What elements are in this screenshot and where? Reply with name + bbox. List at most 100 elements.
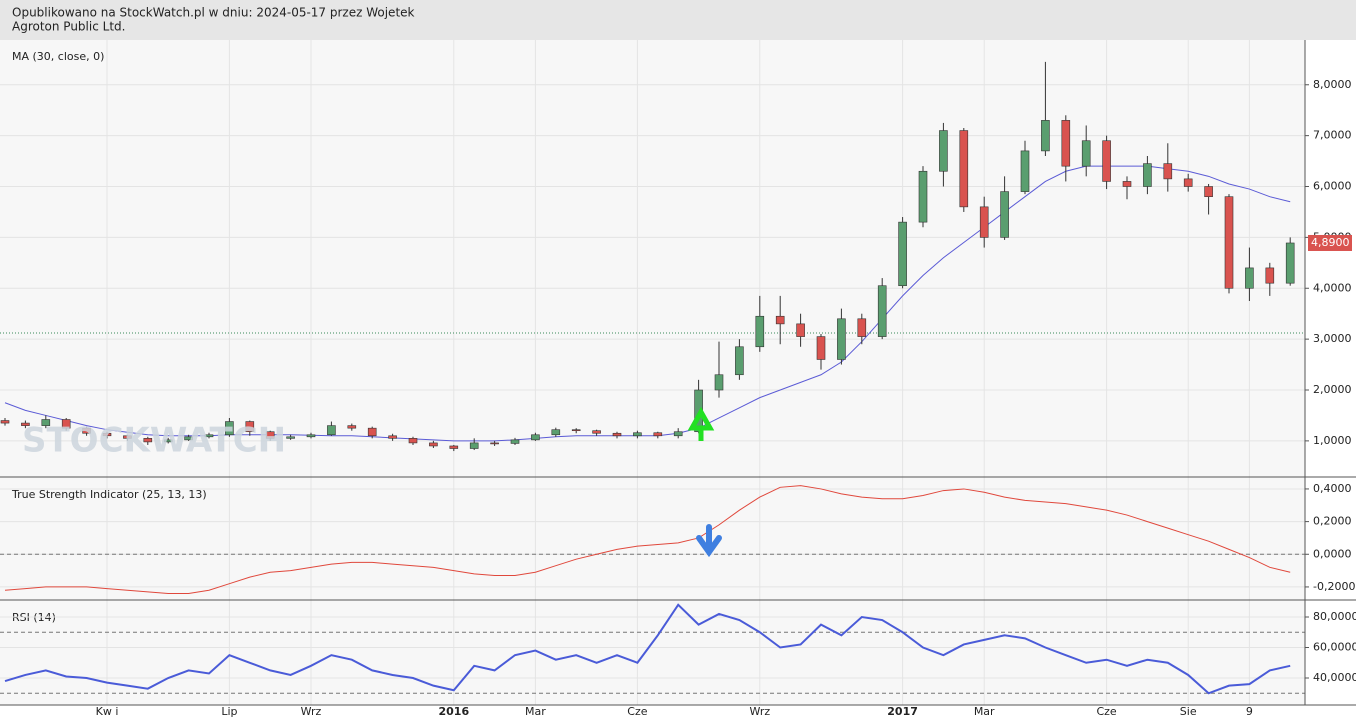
candle-body	[367, 427, 377, 437]
candle-body	[1224, 196, 1234, 289]
series-line	[4, 603, 1291, 695]
candle-body	[796, 323, 805, 337]
x-tick-label: Cze	[1096, 705, 1116, 718]
candle-body	[633, 432, 642, 437]
candle-body	[755, 315, 765, 348]
y-tick-label: 80,0000	[1313, 610, 1356, 623]
y-tick-label: 8,0000	[1313, 78, 1352, 91]
x-tick-label: Kw i	[96, 705, 119, 718]
candle-body	[1061, 120, 1071, 167]
panel-title: MA (30, close, 0)	[12, 50, 104, 63]
candle-body	[123, 435, 132, 439]
x-tick-label: Sie	[1180, 705, 1197, 718]
candle-body	[245, 421, 255, 433]
candle-body	[41, 419, 51, 426]
candle-body	[510, 439, 520, 444]
candle-body	[653, 432, 663, 437]
x-tick-label: 9	[1246, 705, 1253, 718]
candle-body	[408, 438, 418, 444]
x-tick-label: 2017	[887, 705, 918, 718]
candle-body	[347, 425, 357, 429]
y-tick-label: 60,0000	[1313, 641, 1356, 654]
candle-body	[306, 434, 316, 438]
candle-body	[1041, 120, 1050, 152]
panel-title: True Strength Indicator (25, 13, 13)	[11, 488, 207, 501]
candle-body	[0, 420, 10, 424]
chart-layer: Kw i Lip Wrz 2016 Mar Cze Wrz 2017 Mar Cze Sie 9 MA …	[0, 40, 1356, 718]
candle-body	[959, 130, 969, 208]
candle-body	[1000, 191, 1009, 238]
candle-body	[143, 438, 153, 443]
candle-body	[551, 429, 561, 436]
candle-body	[531, 434, 540, 441]
candle-body	[286, 436, 295, 439]
candle-body	[714, 374, 724, 391]
header-line: Agroton Public Ltd.	[12, 20, 125, 34]
candle-body	[82, 427, 91, 434]
sell-arrow	[696, 524, 722, 558]
y-tick-label: 0,4000	[1313, 482, 1352, 495]
candle-body	[449, 445, 459, 449]
candle-body	[1020, 150, 1030, 192]
candle-body	[592, 430, 601, 434]
candle-body	[1245, 267, 1254, 289]
candle-body	[571, 429, 581, 432]
candle-body	[184, 436, 193, 441]
candle-body	[1285, 242, 1295, 284]
candle-body	[1163, 163, 1173, 180]
header-line: Opublikowano na StockWatch.pl w dniu: 20…	[12, 6, 415, 20]
candle-body	[837, 318, 846, 360]
y-tick-label: 40,0000	[1313, 671, 1356, 684]
last-price-label: 4,8900	[1311, 236, 1350, 249]
y-tick-label: 4,0000	[1313, 281, 1352, 294]
candle-body	[1183, 178, 1193, 187]
last-price-box	[1308, 234, 1352, 251]
candle-body	[490, 442, 499, 445]
y-tick-label: 7,0000	[1313, 129, 1352, 142]
candle-body	[735, 346, 744, 376]
header-band	[0, 0, 1356, 40]
candle-body	[1204, 186, 1213, 197]
candle-body	[163, 439, 173, 443]
candle-body	[612, 432, 622, 437]
candle-body	[204, 434, 214, 438]
candle-body	[673, 431, 683, 437]
candle-body	[1122, 181, 1132, 187]
x-tick-label: Mar	[525, 705, 546, 718]
y-tick-label: 3,0000	[1313, 332, 1352, 345]
candle-body	[857, 318, 867, 337]
plot-background	[0, 40, 1305, 705]
x-tick-label: 2016	[438, 705, 469, 718]
candle-body	[265, 431, 275, 439]
candle-body	[816, 336, 826, 360]
candle-body	[429, 442, 438, 447]
y-tick-label: 0,2000	[1313, 515, 1352, 528]
x-tick-label: Cze	[627, 705, 647, 718]
candle-body	[877, 285, 887, 337]
y-tick-label: -0,2000	[1313, 580, 1355, 593]
candle-body	[918, 170, 928, 223]
candle-body	[898, 221, 907, 287]
buy-arrow	[687, 406, 715, 441]
candle-body	[979, 206, 989, 238]
candle-body	[1265, 267, 1275, 284]
y-tick-label: 0,0000	[1313, 547, 1352, 560]
y-tick-label: 6,0000	[1313, 180, 1352, 193]
candle-body	[327, 425, 336, 436]
candle-body	[102, 432, 112, 437]
y-tick-label: 2,0000	[1313, 383, 1352, 396]
x-tick-label: Lip	[221, 705, 237, 718]
x-tick-label: Wrz	[301, 705, 322, 718]
x-tick-label: Mar	[974, 705, 995, 718]
candle-body	[775, 315, 785, 325]
series-line	[4, 485, 1291, 594]
candle-body	[225, 421, 234, 436]
watermark: STOCKWATCH	[22, 421, 286, 461]
y-tick-label: 1,0000	[1313, 434, 1352, 447]
candle-body	[21, 422, 30, 426]
candle-body	[1081, 140, 1091, 167]
series-line	[4, 165, 1291, 442]
candle-body	[61, 419, 71, 429]
candle-body	[388, 435, 397, 439]
